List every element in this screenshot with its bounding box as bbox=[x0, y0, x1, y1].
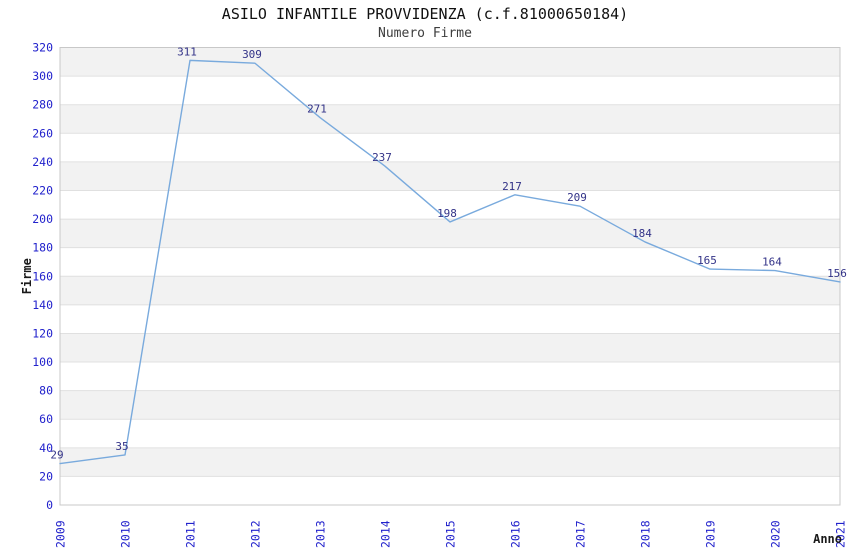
data-label: 209 bbox=[567, 191, 587, 204]
grid-band bbox=[60, 219, 840, 248]
y-tick-label: 240 bbox=[32, 155, 53, 169]
grid-band bbox=[60, 276, 840, 305]
y-axis-title: Firme bbox=[20, 258, 34, 294]
grid-band bbox=[60, 161, 840, 191]
x-tick-label: 2010 bbox=[119, 520, 133, 548]
y-tick-label: 120 bbox=[32, 326, 53, 340]
x-tick-label: 2021 bbox=[834, 520, 848, 548]
y-tick-label: 280 bbox=[32, 98, 53, 112]
data-label: 309 bbox=[242, 48, 262, 61]
x-tick-label: 2016 bbox=[509, 520, 523, 548]
y-tick-label: 100 bbox=[32, 355, 53, 369]
y-tick-label: 60 bbox=[39, 412, 53, 426]
y-tick-label: 320 bbox=[32, 41, 53, 55]
x-tick-label: 2020 bbox=[769, 520, 783, 548]
y-tick-label: 80 bbox=[39, 384, 53, 398]
data-line bbox=[59, 59, 841, 465]
plot-border bbox=[59, 47, 841, 506]
x-tick-label: 2017 bbox=[574, 520, 588, 548]
data-label: 156 bbox=[827, 267, 847, 280]
data-label: 198 bbox=[437, 207, 457, 220]
data-label: 311 bbox=[177, 45, 197, 58]
grid-band bbox=[60, 333, 840, 363]
data-label: 164 bbox=[762, 256, 782, 269]
data-label: 184 bbox=[632, 227, 652, 240]
x-tick-label: 2019 bbox=[704, 520, 718, 548]
chart-title: ASILO INFANTILE PROVVIDENZA (c.f.8100065… bbox=[221, 5, 629, 23]
y-tick-label: 180 bbox=[32, 241, 53, 255]
x-axis-title: Anno bbox=[813, 532, 842, 546]
x-tick-label: 2012 bbox=[249, 520, 263, 548]
y-tick-label: 200 bbox=[32, 212, 53, 226]
y-tick-label: 40 bbox=[39, 441, 53, 455]
x-tick-label: 2014 bbox=[379, 520, 393, 548]
y-tick-label: 0 bbox=[46, 498, 53, 512]
data-label: 271 bbox=[307, 103, 327, 116]
y-tick-label: 260 bbox=[32, 126, 53, 140]
y-tick-label: 300 bbox=[32, 69, 53, 83]
x-tick-label: 2018 bbox=[639, 520, 653, 548]
x-tick-label: 2013 bbox=[314, 520, 328, 548]
y-tick-label: 220 bbox=[32, 183, 53, 197]
data-label: 165 bbox=[697, 254, 717, 267]
y-tick-label: 140 bbox=[32, 298, 53, 312]
y-tick-label: 20 bbox=[39, 469, 53, 483]
y-tick-label: 160 bbox=[32, 269, 53, 283]
x-tick-label: 2009 bbox=[54, 520, 68, 548]
data-label: 29 bbox=[50, 449, 63, 462]
data-label: 217 bbox=[502, 180, 522, 193]
x-tick-label: 2015 bbox=[444, 520, 458, 548]
grid-band bbox=[60, 447, 840, 477]
data-label: 35 bbox=[115, 440, 128, 453]
grid-band bbox=[60, 104, 840, 134]
data-label: 237 bbox=[372, 151, 392, 164]
chart-subtitle: Numero Firme bbox=[378, 26, 472, 41]
grid-band bbox=[60, 390, 840, 420]
x-tick-label: 2011 bbox=[184, 520, 198, 548]
